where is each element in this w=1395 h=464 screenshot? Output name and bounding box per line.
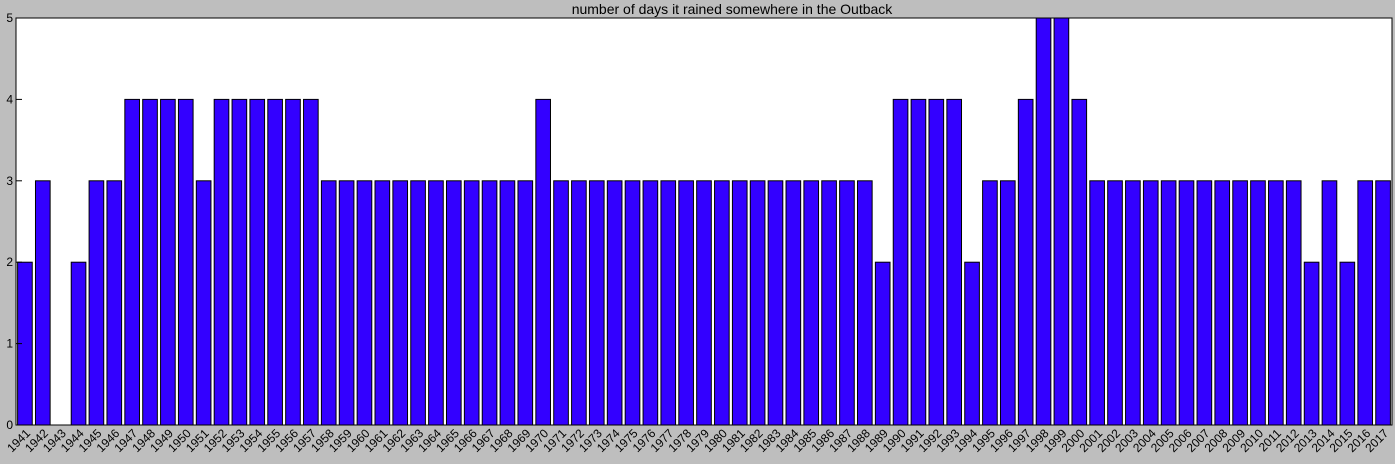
y-tick-label: 0 bbox=[6, 418, 13, 432]
bar-1947 bbox=[124, 98, 140, 426]
bar-1982 bbox=[749, 180, 766, 426]
bar-1965 bbox=[445, 180, 462, 426]
bar-1998 bbox=[1035, 17, 1052, 426]
bar-1988 bbox=[857, 180, 873, 426]
y-tick-label: 1 bbox=[6, 337, 13, 351]
bar-1987 bbox=[839, 180, 855, 426]
bar-1972 bbox=[571, 180, 587, 426]
bar-1979 bbox=[696, 180, 712, 426]
bar-1990 bbox=[892, 98, 909, 426]
bar-1980 bbox=[714, 180, 730, 426]
bar-1996 bbox=[999, 180, 1016, 426]
bar-1975 bbox=[624, 180, 641, 426]
bar-1977 bbox=[660, 180, 677, 426]
y-axis-ticks: 0 1 2 3 4 5 bbox=[6, 11, 22, 432]
bar-1981 bbox=[731, 180, 748, 426]
x-axis-ticks: 1941194219431944194519461947194819491950… bbox=[4, 426, 1391, 455]
bar-1957 bbox=[303, 98, 319, 426]
bar-2005 bbox=[1160, 180, 1177, 426]
bar-2010 bbox=[1250, 180, 1266, 426]
bar-1948 bbox=[142, 98, 158, 426]
bar-2002 bbox=[1107, 180, 1123, 426]
bar-1952 bbox=[213, 98, 230, 426]
bar-1964 bbox=[428, 180, 444, 426]
y-tick-label: 3 bbox=[6, 174, 13, 188]
bar-2004 bbox=[1142, 180, 1159, 426]
bar-1955 bbox=[267, 98, 283, 426]
axes-layer bbox=[15, 17, 1393, 426]
bar-1970 bbox=[535, 98, 551, 426]
bar-1962 bbox=[392, 180, 409, 426]
bar-1950 bbox=[177, 98, 194, 426]
bar-1971 bbox=[553, 180, 569, 426]
bar-1944 bbox=[70, 261, 87, 426]
bar-1961 bbox=[374, 180, 391, 426]
bar-2008 bbox=[1214, 180, 1231, 426]
bar-1956 bbox=[285, 98, 301, 426]
bar-2006 bbox=[1178, 180, 1195, 426]
bar-1993 bbox=[946, 98, 963, 426]
bar-1983 bbox=[767, 180, 784, 426]
bar-2016 bbox=[1357, 180, 1374, 426]
bar-2001 bbox=[1089, 180, 1105, 426]
bar-1991 bbox=[910, 98, 927, 426]
bar-2013 bbox=[1303, 261, 1320, 426]
bar-2003 bbox=[1125, 180, 1141, 426]
chart-title: number of days it rained somewhere in th… bbox=[572, 1, 894, 17]
bar-1942 bbox=[34, 180, 51, 426]
bar-1992 bbox=[928, 98, 945, 426]
bar-1946 bbox=[106, 180, 123, 426]
bar-1945 bbox=[88, 180, 105, 426]
bar-2000 bbox=[1071, 98, 1088, 426]
bar-1986 bbox=[821, 180, 837, 426]
bar-2012 bbox=[1285, 180, 1302, 426]
bar-1959 bbox=[338, 180, 355, 426]
bar-1953 bbox=[231, 98, 248, 426]
y-tick-label: 4 bbox=[6, 92, 13, 106]
bar-2014 bbox=[1321, 180, 1338, 426]
bar-1999 bbox=[1053, 17, 1070, 426]
bar-1968 bbox=[499, 180, 516, 426]
bar-1995 bbox=[982, 180, 998, 426]
bar-1974 bbox=[606, 180, 623, 426]
bar-1969 bbox=[517, 180, 534, 426]
bar-1978 bbox=[678, 180, 694, 426]
y-tick-label: 2 bbox=[6, 255, 13, 269]
bar-1976 bbox=[642, 180, 659, 426]
bar-1985 bbox=[803, 180, 820, 426]
bar-2017 bbox=[1375, 180, 1391, 426]
bar-1951 bbox=[195, 180, 212, 426]
bar-1997 bbox=[1017, 98, 1034, 426]
bar-2015 bbox=[1339, 261, 1356, 426]
bar-1984 bbox=[785, 180, 802, 426]
bar-2007 bbox=[1196, 180, 1213, 426]
bar-2009 bbox=[1232, 180, 1248, 426]
bar-1954 bbox=[249, 98, 266, 426]
bar-1949 bbox=[160, 98, 176, 426]
bar-1963 bbox=[410, 180, 426, 426]
bar-1967 bbox=[481, 180, 498, 426]
bar-2011 bbox=[1268, 180, 1284, 426]
bar-1973 bbox=[588, 180, 605, 426]
y-tick-label: 5 bbox=[6, 11, 13, 25]
plot-frame bbox=[15, 17, 1393, 426]
bar-1960 bbox=[356, 180, 373, 426]
bar-1994 bbox=[964, 261, 980, 426]
bar-1966 bbox=[463, 180, 480, 426]
bar-1958 bbox=[320, 180, 337, 426]
bar-1989 bbox=[874, 261, 891, 426]
